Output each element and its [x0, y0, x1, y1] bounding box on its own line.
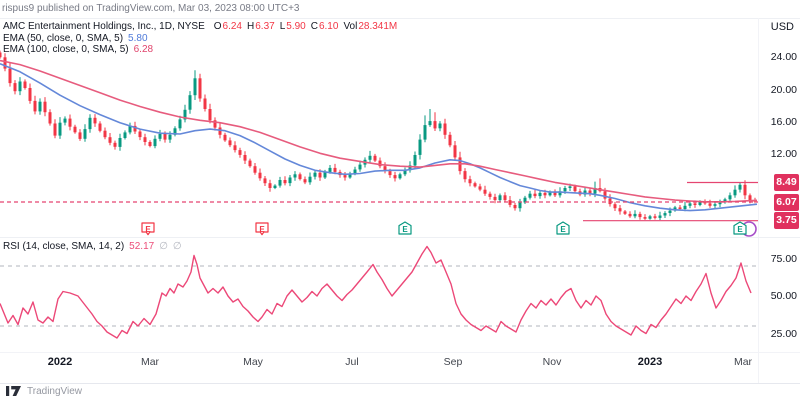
symbol-title[interactable]: AMC Entertainment Holdings, Inc., 1D, NY… — [3, 21, 205, 32]
ohlc-high: H6.37 — [247, 21, 275, 32]
svg-text:E: E — [145, 225, 151, 234]
price-level-badge: 6.07 — [774, 193, 799, 211]
time-axis-label: Jul — [345, 356, 359, 368]
time-axis-label: Nov — [542, 356, 562, 368]
rsi-tick-label: 25.00 — [770, 327, 797, 340]
ohlc-open: O6.24 — [213, 21, 242, 32]
price-level-badge: 8.49 — [774, 173, 799, 191]
price-level-badge: 3.75 — [774, 212, 799, 230]
price-tick-label: 12.00 — [770, 148, 797, 161]
svg-text:E: E — [560, 225, 566, 234]
ohlc-close: C6.10 — [310, 21, 339, 32]
rsi-axis-divider — [0, 352, 800, 353]
rsi-tick-label: 50.00 — [770, 290, 797, 302]
time-axis-label: May — [243, 356, 263, 368]
price-scale-divider — [758, 18, 759, 383]
svg-text:E: E — [259, 225, 265, 234]
ema100-value: 6.28 — [133, 44, 154, 55]
time-axis-label: Sep — [443, 356, 463, 368]
legend-ema50[interactable]: EMA (50, close, 0, SMA, 5) 5.80 — [3, 32, 148, 44]
footer-brand[interactable]: TradingView — [6, 385, 82, 397]
time-axis-label: 2022 — [47, 356, 73, 368]
volume-value: Vol28.341M — [343, 21, 398, 32]
ohlc-low: L5.90 — [279, 21, 306, 32]
price-tick-label: 24.00 — [770, 51, 797, 64]
time-axis-label: Mar — [733, 356, 753, 368]
footer-brand-label: TradingView — [27, 385, 83, 397]
price-tick-label: 20.00 — [770, 83, 797, 96]
attribution-text: rispus9 published on TradingView.com, Ma… — [2, 3, 300, 14]
rsi-empty-set-icon: ∅ — [159, 241, 168, 252]
legend-rsi[interactable]: RSI (14, close, SMA, 14, 2) 52.17 ∅ ∅ — [3, 241, 182, 252]
tradingview-logo-icon — [6, 386, 21, 396]
rsi-tick-label: 75.00 — [770, 252, 797, 265]
price-tick-label: 16.00 — [770, 115, 797, 128]
legend-ema100[interactable]: EMA (100, close, 0, SMA, 5) 6.28 — [3, 44, 154, 55]
rsi-empty-set-icon: ∅ — [172, 241, 182, 252]
symbol-legend-row[interactable]: AMC Entertainment Holdings, Inc., 1D, NY… — [3, 21, 397, 32]
footer-divider — [0, 383, 800, 384]
svg-text:E: E — [402, 225, 408, 234]
time-axis-label: 2023 — [637, 356, 663, 368]
rsi-value: 52.17 — [129, 241, 155, 252]
svg-text:E: E — [737, 225, 743, 234]
pane-divider[interactable] — [0, 237, 800, 238]
ema50-value: 5.80 — [128, 32, 148, 44]
header-divider — [0, 18, 800, 19]
price-axis-unit: USD — [770, 21, 794, 33]
time-axis-label: Mar — [140, 356, 160, 368]
